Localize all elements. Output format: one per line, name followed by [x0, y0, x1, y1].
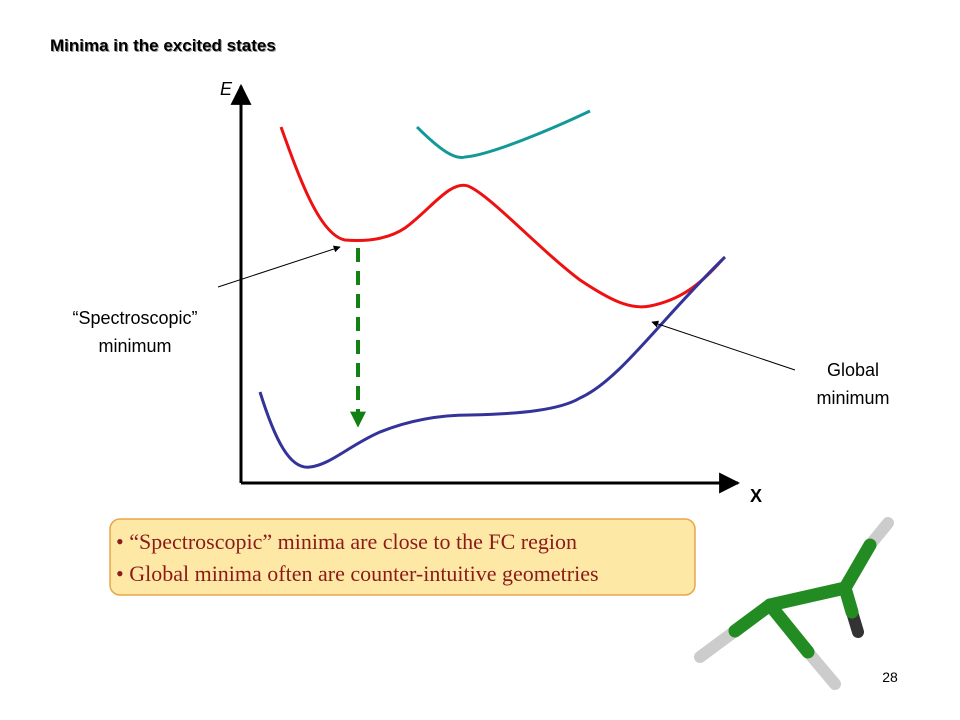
bullet-box: [109, 518, 696, 596]
higher-state-curve: [415, 109, 591, 160]
molecule: [694, 517, 894, 690]
title: Minima in the excited states: [50, 36, 276, 55]
page-number: 28: [882, 669, 898, 685]
excited-state-curve: [279, 126, 724, 309]
annotation: “Spectroscopic”: [72, 308, 197, 328]
bullet: • “Spectroscopic” minima are close to th…: [116, 529, 577, 554]
ground-state-curve: [258, 255, 727, 469]
annotation: Global: [827, 360, 879, 380]
bullet: • Global minima often are counter-intuit…: [116, 561, 599, 586]
pointer-arrow: [651, 320, 796, 371]
annotation: minimum: [98, 336, 171, 356]
x-axis-label: X: [750, 486, 762, 506]
title-shadow: Minima in the excited states: [51, 37, 277, 56]
pointer-arrow: [217, 245, 341, 288]
annotation: minimum: [816, 388, 889, 408]
y-axis-label: E: [220, 79, 233, 99]
